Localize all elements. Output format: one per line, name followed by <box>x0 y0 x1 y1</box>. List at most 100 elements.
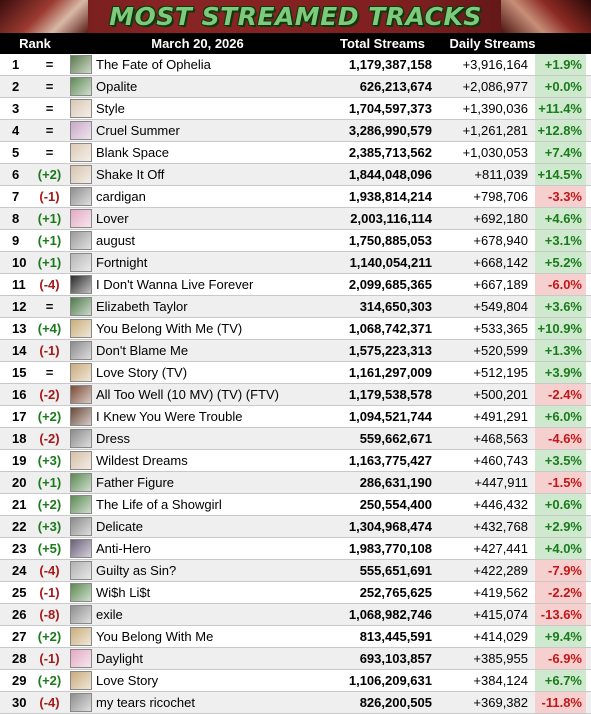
rank-change: (+3) <box>37 453 62 468</box>
daily-change-percent: +4.0% <box>535 538 586 559</box>
total-streams: 1,094,521,744 <box>348 409 432 424</box>
rank-number: 8 <box>12 211 20 226</box>
album-art-thumbnail <box>70 121 92 140</box>
rank-change: (+4) <box>37 321 62 336</box>
daily-streams: +798,706 <box>473 189 528 204</box>
track-title: Anti-Hero <box>96 541 151 556</box>
table-row: 6 (+2) Shake It Off 1,844,048,096 +811,039 +1… <box>0 164 591 186</box>
rank-number: 3 <box>12 101 20 116</box>
total-streams: 559,662,671 <box>359 431 432 446</box>
total-streams: 693,103,857 <box>359 651 432 666</box>
total-streams: 1,938,814,214 <box>348 189 432 204</box>
rank-change: = <box>45 57 54 72</box>
track-title: Fortnight <box>96 255 148 270</box>
track-list: 1 = The Fate of Ophelia 1,179,387,158 +3,916… <box>0 54 591 714</box>
rank-number: 22 <box>12 519 27 534</box>
track-title: Don't Blame Me <box>96 343 189 358</box>
daily-streams: +512,195 <box>473 365 528 380</box>
rank-number: 10 <box>12 255 27 270</box>
rank-number: 18 <box>12 431 27 446</box>
rank-change: (-1) <box>39 651 60 666</box>
daily-streams: +678,940 <box>473 233 528 248</box>
daily-change-percent: +12.8% <box>535 120 586 141</box>
total-streams: 2,099,685,365 <box>348 277 432 292</box>
daily-streams: +520,599 <box>473 343 528 358</box>
album-art-thumbnail <box>70 561 92 580</box>
rank-number: 24 <box>12 563 27 578</box>
daily-change-percent: -6.9% <box>535 648 586 669</box>
total-streams: 626,213,674 <box>359 79 432 94</box>
track-title: Lover <box>96 211 129 226</box>
daily-change-percent: +7.4% <box>535 142 586 163</box>
track-title: Daylight <box>96 651 143 666</box>
total-streams: 250,554,400 <box>359 497 432 512</box>
daily-change-percent: +14.5% <box>535 164 586 185</box>
daily-change-percent: -2.4% <box>535 384 586 405</box>
album-art-thumbnail <box>70 583 92 602</box>
header-date: March 20, 2026 <box>151 36 244 51</box>
daily-change-percent: +2.9% <box>535 516 586 537</box>
table-row: 29 (+2) Love Story 1,106,209,631 +384,124 +6.… <box>0 670 591 692</box>
album-art-thumbnail <box>70 55 92 74</box>
total-streams: 2,003,116,114 <box>350 211 432 226</box>
daily-change-percent: -11.8% <box>535 692 586 713</box>
daily-streams: +3,916,164 <box>462 57 528 72</box>
table-row: 2 = Opalite 626,213,674 +2,086,977 +0.0% <box>0 76 591 98</box>
total-streams: 3,286,990,579 <box>348 123 432 138</box>
track-title: I Knew You Were Trouble <box>96 409 243 424</box>
album-art-thumbnail <box>70 539 92 558</box>
rank-change: (-4) <box>39 277 60 292</box>
daily-change-percent: +3.6% <box>535 296 586 317</box>
total-streams: 826,200,505 <box>359 695 432 710</box>
total-streams: 1,750,885,053 <box>348 233 432 248</box>
total-streams: 286,631,190 <box>359 475 432 490</box>
rank-change: (+2) <box>37 629 62 644</box>
album-art-thumbnail <box>70 605 92 624</box>
total-streams: 1,983,770,108 <box>348 541 432 556</box>
rank-number: 23 <box>12 541 27 556</box>
table-row: 13 (+4) You Belong With Me (TV) 1,068,742,3… <box>0 318 591 340</box>
daily-streams: +549,804 <box>473 299 528 314</box>
rank-number: 7 <box>12 189 20 204</box>
album-art-thumbnail <box>70 363 92 382</box>
track-title: You Belong With Me <box>96 629 214 644</box>
track-title: Dress <box>96 431 130 446</box>
rank-change: = <box>45 365 54 380</box>
album-art-thumbnail <box>70 231 92 250</box>
rank-change: (-1) <box>39 585 60 600</box>
table-row: 21 (+2) The Life of a Showgirl 250,554,400 +… <box>0 494 591 516</box>
table-row: 4 = Cruel Summer 3,286,990,579 +1,261,281 +12… <box>0 120 591 142</box>
album-art-thumbnail <box>70 517 92 536</box>
banner-photo-right <box>501 0 591 33</box>
track-title: The Fate of Ophelia <box>96 57 211 72</box>
total-streams: 314,650,303 <box>359 299 432 314</box>
daily-change-percent: +6.0% <box>535 406 586 427</box>
daily-change-percent: +0.0% <box>535 76 586 97</box>
track-title: All Too Well (10 MV) (TV) (FTV) <box>96 387 279 402</box>
track-title: Opalite <box>96 79 138 94</box>
rank-number: 2 <box>12 79 20 94</box>
table-row: 30 (-4) my tears ricochet 826,200,505 +369,3… <box>0 692 591 714</box>
track-title: my tears ricochet <box>96 695 195 710</box>
table-row: 16 (-2) All Too Well (10 MV) (TV) (FTV) 1,1… <box>0 384 591 406</box>
total-streams: 1,179,387,158 <box>348 57 432 72</box>
daily-streams: +369,382 <box>473 695 528 710</box>
rank-change: (-2) <box>39 431 60 446</box>
daily-change-percent: -6.0% <box>535 274 586 295</box>
album-art-thumbnail <box>70 143 92 162</box>
daily-streams: +811,039 <box>474 167 528 182</box>
table-row: 24 (-4) Guilty as Sin? 555,651,691 +422,289-… <box>0 560 591 582</box>
total-streams: 1,161,297,009 <box>348 365 432 380</box>
rank-change: (+2) <box>37 497 62 512</box>
rank-number: 5 <box>12 145 20 160</box>
rank-number: 27 <box>12 629 27 644</box>
album-art-thumbnail <box>70 407 92 426</box>
track-title: Guilty as Sin? <box>96 563 177 578</box>
album-art-thumbnail <box>70 627 92 646</box>
rank-change: = <box>45 101 54 116</box>
daily-change-percent: +3.1% <box>535 230 586 251</box>
rank-change: (+2) <box>37 167 62 182</box>
daily-streams: +432,768 <box>473 519 528 534</box>
rank-number: 28 <box>12 651 27 666</box>
daily-streams: +491,291 <box>473 409 528 424</box>
